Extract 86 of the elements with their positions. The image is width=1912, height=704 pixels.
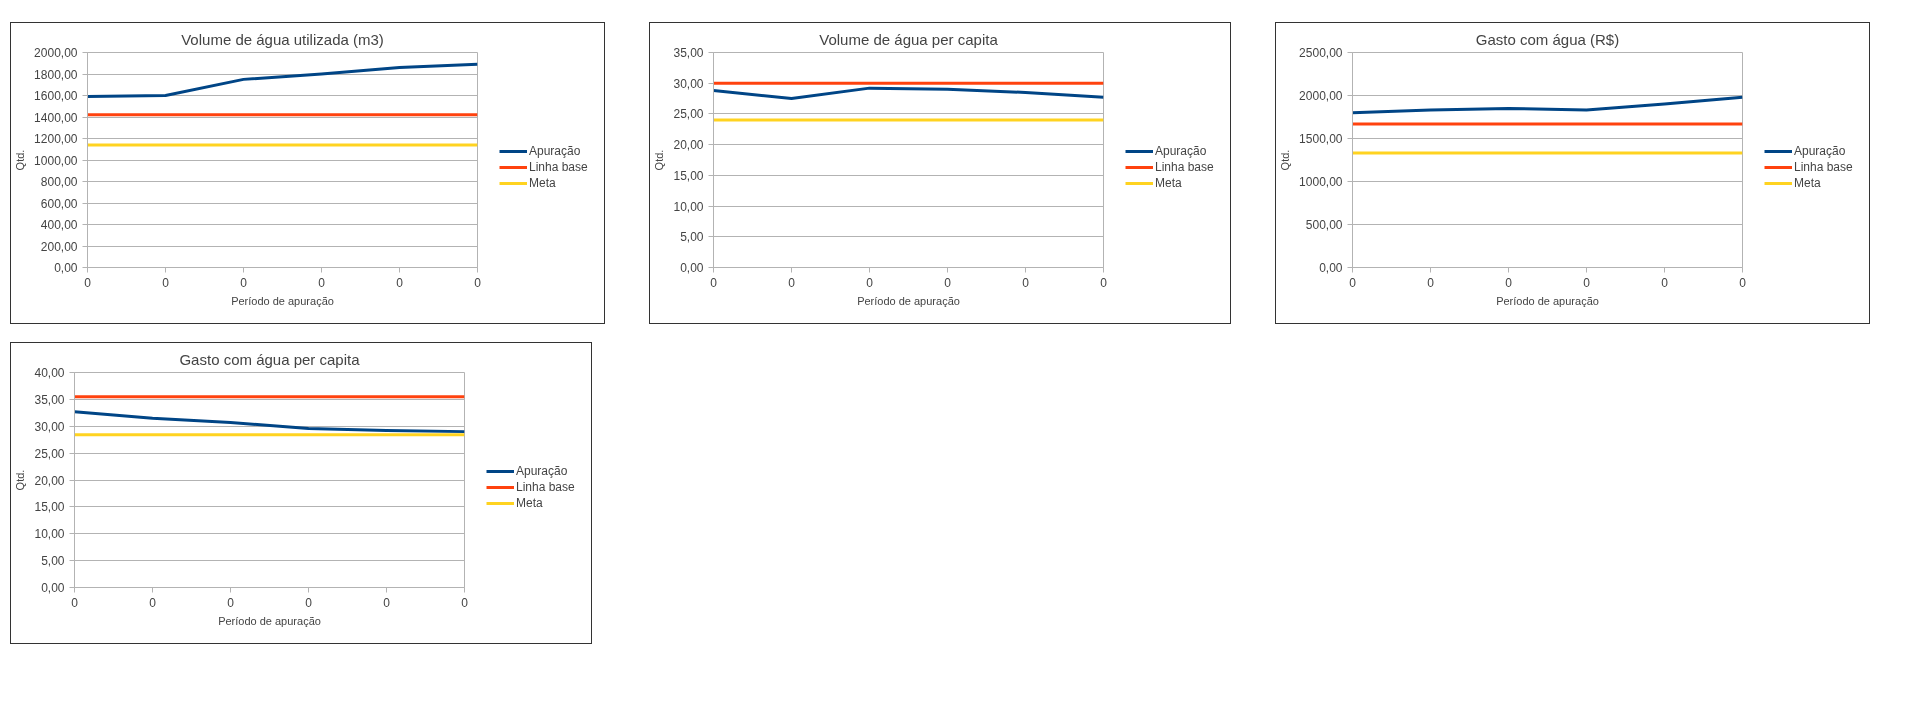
chart-title: Gasto com água (R$) <box>1475 30 1620 48</box>
x-tick-label: 0 <box>162 275 170 290</box>
y-tick-label: 600,00 <box>40 196 78 211</box>
chart-title: Volume de água per capita <box>819 30 999 48</box>
x-tick-label: 0 <box>227 595 235 610</box>
x-tick-label: 0 <box>474 275 482 290</box>
x-tick-label: 0 <box>1427 275 1435 290</box>
y-tick-label: 400,00 <box>40 218 78 232</box>
x-axis-title: Período de apuração <box>857 294 960 307</box>
y-axis-title: Qtd. <box>14 149 27 171</box>
x-tick-label: 0 <box>240 275 248 290</box>
y-tick-label: 40,00 <box>34 366 65 380</box>
x-axis-title: Período de apuração <box>218 614 321 627</box>
x-tick-label: 0 <box>305 595 313 610</box>
y-tick-label: 30,00 <box>34 419 65 434</box>
x-tick-label: 0 <box>318 275 326 290</box>
y-tick-label: 1800,00 <box>34 67 78 82</box>
y-tick-label: 2500,00 <box>1299 46 1343 60</box>
x-tick-label: 0 <box>1022 275 1030 290</box>
x-tick-label: 0 <box>710 275 718 290</box>
y-tick-label: 5,00 <box>680 230 704 245</box>
legend-label: Linha base <box>1155 159 1214 174</box>
y-tick-label: 10,00 <box>34 527 65 542</box>
legend-label: Meta <box>1155 175 1182 190</box>
y-tick-label: 1600,00 <box>34 89 78 103</box>
legend-label: Apuração <box>529 143 581 158</box>
x-tick-label: 0 <box>1661 275 1669 290</box>
y-axis-title: Qtd. <box>14 469 27 491</box>
legend-label: Linha base <box>1794 159 1853 174</box>
y-tick-label: 35,00 <box>673 46 704 60</box>
y-axis-title: Qtd. <box>653 149 666 171</box>
y-tick-label: 0,00 <box>41 581 65 595</box>
y-tick-label: 15,00 <box>673 168 704 183</box>
y-tick-label: 1200,00 <box>34 132 78 146</box>
legend-label: Apuração <box>1794 143 1846 158</box>
x-tick-label: 0 <box>84 275 92 290</box>
y-tick-label: 800,00 <box>40 175 78 189</box>
y-tick-label: 2000,00 <box>34 46 78 60</box>
y-tick-label: 30,00 <box>673 76 704 91</box>
y-tick-label: 2000,00 <box>1299 89 1343 103</box>
y-tick-label: 15,00 <box>34 500 65 515</box>
x-tick-label: 0 <box>1349 275 1357 290</box>
legend-label: Meta <box>516 495 543 510</box>
line-series <box>1352 95 1743 115</box>
y-tick-label: 35,00 <box>34 392 65 407</box>
y-tick-label: 1000,00 <box>34 153 78 168</box>
line-series <box>87 62 478 99</box>
y-tick-label: 0,00 <box>1319 261 1343 275</box>
legend-label: Apuração <box>1155 143 1207 158</box>
y-tick-label: 20,00 <box>673 138 704 153</box>
legend-label: Meta <box>1794 175 1821 190</box>
x-tick-label: 0 <box>149 595 157 610</box>
line-series <box>74 410 465 434</box>
x-tick-label: 0 <box>461 595 469 610</box>
x-axis-title: Período de apuração <box>231 294 334 307</box>
x-tick-label: 0 <box>1739 275 1747 290</box>
y-tick-label: 25,00 <box>34 446 65 461</box>
legend-label: Apuração <box>516 463 568 478</box>
x-tick-label: 0 <box>383 595 391 610</box>
x-tick-label: 0 <box>1100 275 1108 290</box>
x-tick-label: 0 <box>396 275 404 290</box>
x-axis-title: Período de apuração <box>1496 294 1599 307</box>
y-tick-label: 1400,00 <box>34 110 78 125</box>
line-series <box>713 86 1104 101</box>
legend-label: Meta <box>529 175 556 190</box>
y-tick-label: 0,00 <box>680 261 704 275</box>
y-tick-label: 20,00 <box>34 473 65 488</box>
y-tick-label: 1000,00 <box>1299 175 1343 189</box>
x-tick-label: 0 <box>944 275 952 290</box>
legend-label: Linha base <box>529 159 588 174</box>
y-tick-label: 10,00 <box>673 199 704 214</box>
y-tick-label: 5,00 <box>41 554 65 569</box>
y-tick-label: 1500,00 <box>1299 132 1343 146</box>
chart-title: Gasto com água per capita <box>179 350 361 368</box>
y-tick-label: 0,00 <box>54 261 78 275</box>
x-tick-label: 0 <box>788 275 796 290</box>
x-tick-label: 0 <box>866 275 874 290</box>
x-tick-label: 0 <box>1583 275 1591 290</box>
legend-label: Linha base <box>516 479 575 494</box>
y-tick-label: 500,00 <box>1305 218 1343 232</box>
x-tick-label: 0 <box>1505 275 1513 290</box>
x-tick-label: 0 <box>71 595 79 610</box>
chart-title: Volume de água utilizada (m3) <box>181 30 384 48</box>
y-tick-label: 25,00 <box>673 107 704 122</box>
y-tick-label: 200,00 <box>40 239 78 254</box>
y-axis-title: Qtd. <box>1279 149 1292 171</box>
